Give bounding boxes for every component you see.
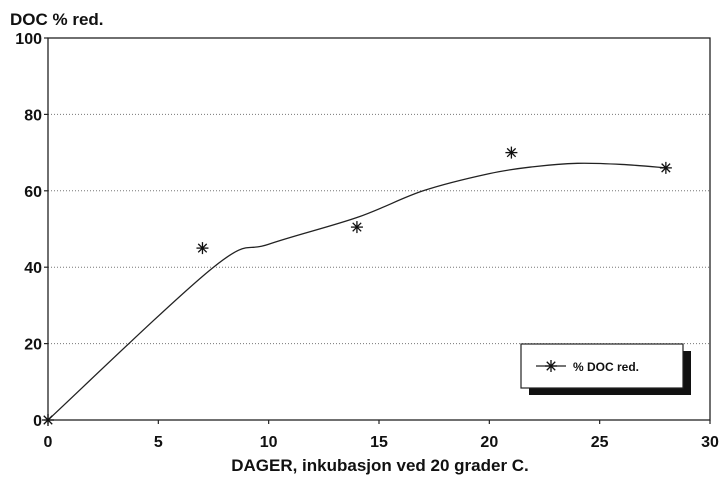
data-point xyxy=(659,161,672,174)
data-point xyxy=(42,414,54,426)
legend: % DOC red. xyxy=(520,343,691,395)
data-point xyxy=(350,221,363,234)
y-tick-label: 0 xyxy=(33,413,42,430)
trend-line xyxy=(47,162,666,421)
x-tick-label: 10 xyxy=(260,434,278,451)
x-tick-label: 25 xyxy=(591,434,609,451)
x-tick-label: 5 xyxy=(154,434,163,451)
x-tick-label: 15 xyxy=(370,434,388,451)
y-tick-label: 40 xyxy=(24,260,42,277)
y-tick-label: 60 xyxy=(24,184,42,201)
chart-title: DOC % red. xyxy=(10,10,104,29)
y-tick-label: 20 xyxy=(24,337,42,354)
legend-label: % DOC red. xyxy=(573,360,639,374)
x-tick-label: 20 xyxy=(480,434,498,451)
plot-area-frame xyxy=(47,37,711,421)
data-point xyxy=(505,146,518,159)
x-tick-label: 0 xyxy=(44,434,53,451)
y-tick-labels: 0 20 40 60 80 100 xyxy=(15,31,42,430)
legend-marker-icon xyxy=(545,360,557,372)
data-points xyxy=(42,146,672,426)
data-point xyxy=(196,242,209,255)
x-tick-labels: 0 5 10 15 20 25 30 xyxy=(44,434,719,451)
x-axis-label: DAGER, inkubasjon ved 20 grader C. xyxy=(231,456,529,475)
y-tick-label: 100 xyxy=(15,31,42,48)
legend-marker-icon xyxy=(545,360,557,372)
x-tick-label: 30 xyxy=(701,434,719,451)
y-tick-label: 80 xyxy=(24,107,42,124)
grid-lines xyxy=(44,37,711,424)
